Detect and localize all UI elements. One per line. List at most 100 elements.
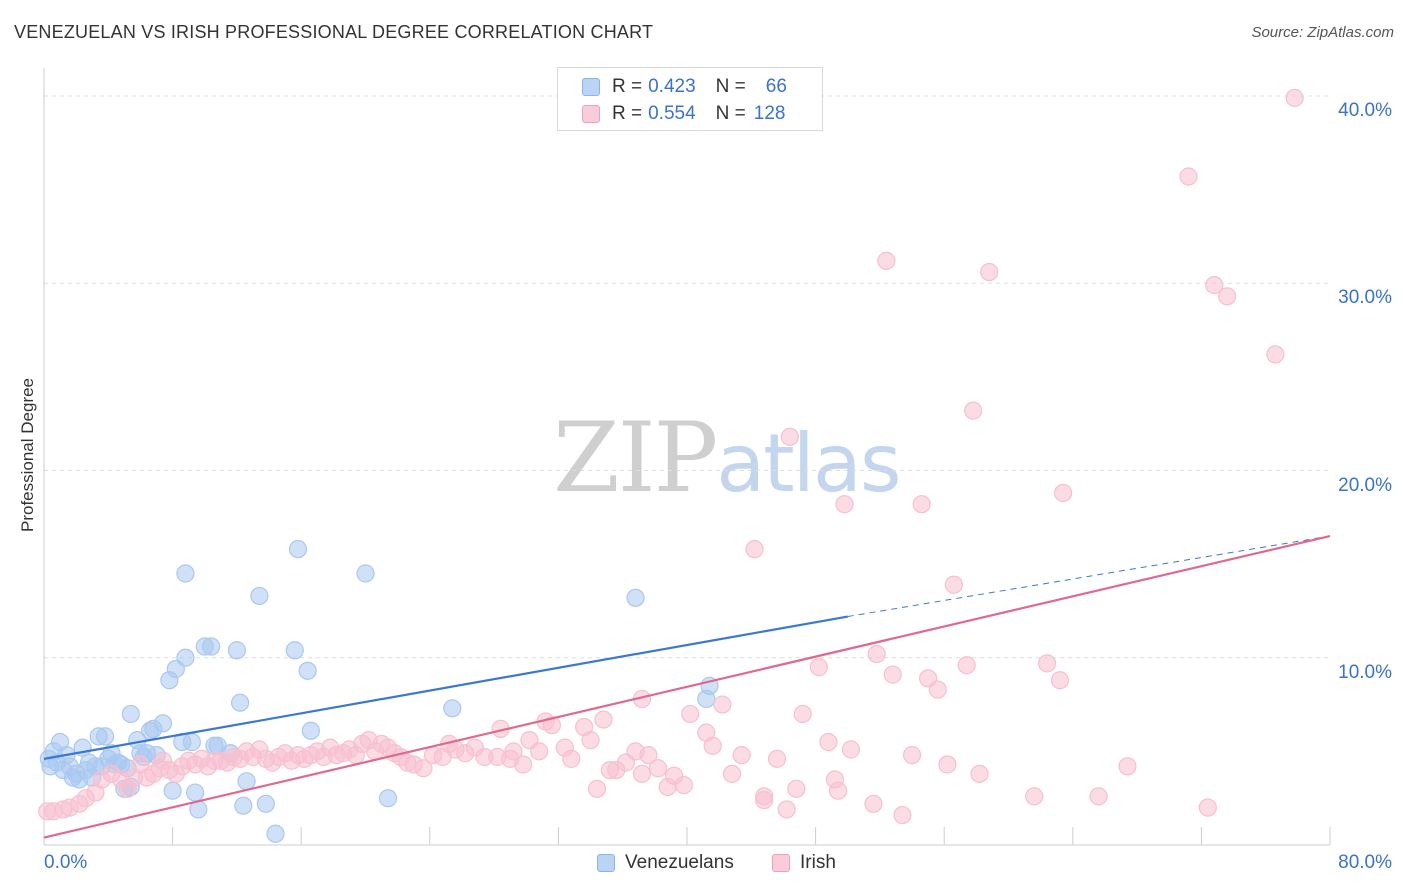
data-point-irish [542,716,562,735]
data-point-venezuelans [121,704,140,724]
data-point-irish [504,742,523,761]
data-point-venezuelans [95,727,115,746]
data-point-venezuelans [186,783,205,802]
stats-legend-row-venezuelans: R = 0.423 N = 66 [582,74,787,100]
data-point-irish [648,759,668,778]
data-point-irish [681,704,700,724]
data-point-irish [1089,787,1108,806]
data-point-irish [883,665,902,684]
legend-n-label: N = [715,103,746,124]
data-point-irish [587,779,607,798]
data-point-irish [780,427,799,446]
data-point-irish [1054,483,1073,503]
data-point-venezuelans [163,781,182,800]
grid-lines [44,95,1330,659]
watermark: ZIPatlas [553,402,902,514]
x-tick-label-min: 0.0% [44,852,88,873]
stats-legend-row-irish: R = 0.554 N = 128 [582,101,785,127]
data-point-irish [944,575,963,594]
data-point-irish [1179,167,1198,186]
series-legend-venezuelans[interactable]: Venezuelans [597,852,734,874]
data-point-irish [867,644,886,664]
data-point-irish [594,710,613,729]
data-point-irish [793,704,812,724]
legend-n-value-venezuelans: 66 [765,76,787,97]
legend-r-label: R = [612,103,643,124]
trend-lines [43,534,1331,839]
data-point-irish [980,262,999,282]
series-venezuelans [39,540,719,843]
data-point-venezuelans [266,824,285,843]
series-legend-irish[interactable]: Irish [772,852,836,874]
data-point-venezuelans [443,699,462,718]
data-point-venezuelans [256,794,275,813]
data-point-venezuelans [176,648,195,667]
data-point-irish [893,805,912,825]
data-point-irish [787,779,806,798]
data-point-venezuelans [234,796,253,815]
data-point-irish [877,251,896,270]
y-tick-label: 20.0% [1338,474,1392,496]
data-point-venezuelans [285,641,304,660]
data-points [38,88,1304,843]
data-point-irish [732,746,751,765]
data-point-irish [819,732,838,752]
data-point-irish [755,787,774,806]
data-point-irish [713,695,732,714]
data-point-irish [841,740,861,759]
series-legend: Venezuelans Irish [0,852,1406,878]
data-point-venezuelans [378,789,398,808]
data-point-irish [835,495,854,514]
y-tick-label: 40.0% [1338,100,1392,121]
data-point-irish [777,800,796,819]
data-point-venezuelans [298,661,317,680]
data-point-irish [957,656,976,675]
data-point-irish [1205,276,1224,295]
data-point-venezuelans [301,721,320,740]
data-point-irish [1266,345,1285,364]
data-point-irish [767,749,787,768]
y-tick-label: 10.0% [1338,661,1392,683]
data-point-irish [938,755,957,774]
trend-extension-venezuelans [847,535,1331,618]
trend-line-irish [43,534,1331,839]
data-point-irish [829,781,848,800]
y-tick-label: 30.0% [1338,287,1392,309]
chart-source: Source: ZipAtlas.com [1251,24,1394,41]
data-point-irish [912,495,931,514]
data-point-irish [964,401,983,420]
data-point-venezuelans [250,586,269,606]
legend-swatch-irish [582,105,600,123]
data-point-irish [1037,654,1057,673]
data-point-venezuelans [356,564,375,583]
data-point-venezuelans [288,540,308,559]
data-point-irish [809,658,828,677]
legend-n-value-irish: 128 [753,103,786,124]
data-point-irish [632,764,652,783]
data-point-venezuelans [237,772,256,791]
data-point-irish [1050,671,1070,690]
trend-line-venezuelans [43,615,848,760]
data-point-irish [703,736,722,755]
chart-title: VENEZUELAN VS IRISH PROFESSIONAL DEGREE … [14,22,654,42]
watermark-zip: ZIP [553,402,718,514]
axes [43,68,1331,846]
watermark-atlas: atlas [716,417,901,510]
data-point-irish [562,749,581,768]
stats-legend: R = 0.423 N = 66 R = 0.554 N = 128 [557,67,823,131]
series-swatch-irish [772,854,790,872]
data-point-venezuelans [231,693,250,712]
data-point-venezuelans [626,588,645,607]
data-point-irish [414,759,433,778]
data-point-irish [1198,798,1217,817]
data-point-venezuelans [176,564,195,583]
data-point-irish [581,731,600,750]
data-point-irish [1285,88,1304,107]
series-label-irish: Irish [800,852,836,873]
data-point-venezuelans [202,637,221,656]
data-point-irish [530,742,549,761]
legend-r-value-venezuelans: 0.423 [648,76,696,97]
data-point-irish [970,764,989,783]
data-point-irish [722,764,742,783]
